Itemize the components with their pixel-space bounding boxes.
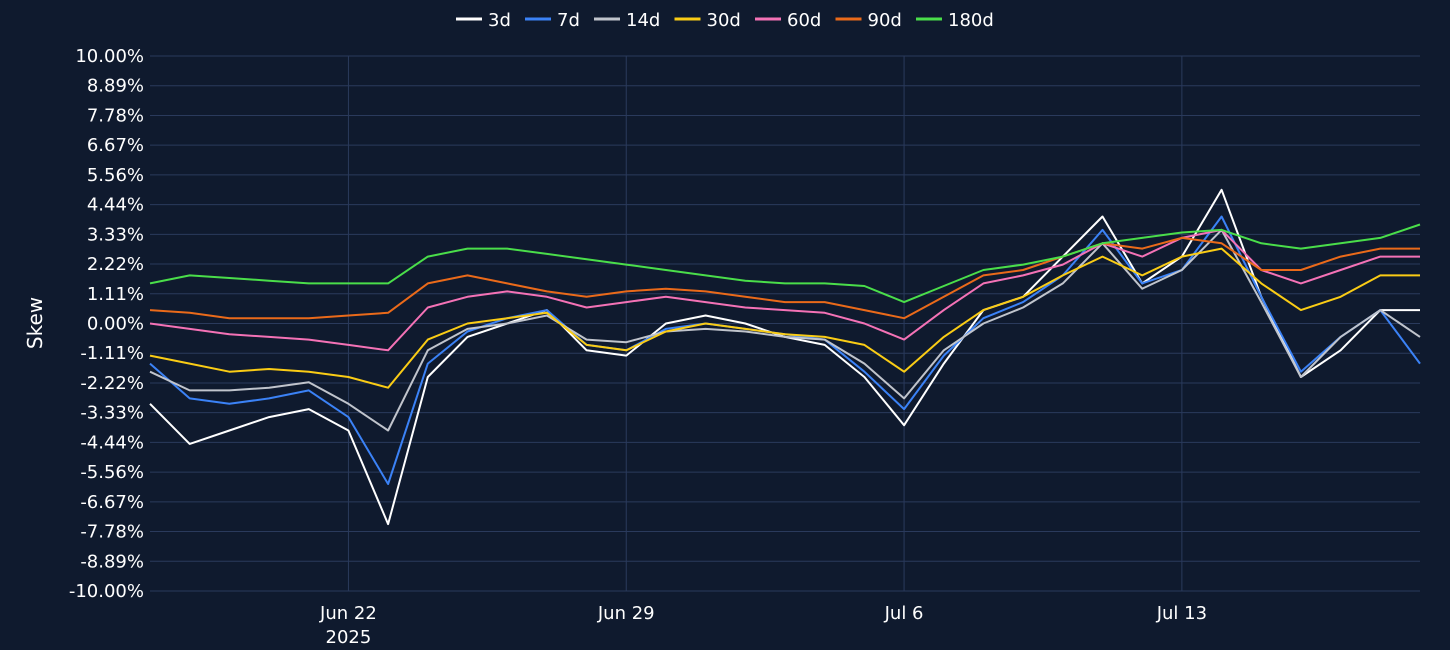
series-line-180d: [149, 223, 1421, 304]
y-tick-label: 3.33%: [87, 224, 144, 245]
y-tick-label: 8.89%: [87, 76, 144, 97]
y-tick-label: -3.33%: [80, 403, 144, 424]
x-tick-label: Jun 29: [597, 603, 655, 624]
y-tick-label: -1.11%: [80, 343, 144, 364]
legend-label: 3d: [488, 10, 511, 31]
legend-item-60d[interactable]: 60d: [755, 10, 821, 31]
legend-item-30d[interactable]: 30d: [674, 10, 741, 31]
legend-item-3d[interactable]: 3d: [456, 10, 511, 31]
y-tick-label: 7.78%: [87, 105, 144, 126]
legend-item-90d[interactable]: 90d: [835, 10, 902, 31]
series-line-14d: [149, 228, 1421, 432]
y-tick-label: -8.89%: [80, 551, 144, 572]
x-tick-label: Jul 13: [1156, 603, 1207, 624]
y-tick-label: -6.67%: [80, 492, 144, 513]
y-tick-label: -10.00%: [69, 581, 144, 602]
y-tick-label: 6.67%: [87, 135, 144, 156]
series-lines: [149, 188, 1421, 526]
legend-item-180d[interactable]: 180d: [916, 10, 994, 31]
series-line-90d: [149, 236, 1420, 320]
y-axis-ticks: 10.00% 8.89% 7.78% 6.67% 5.56% 4.44% 3.33% 2.22…: [69, 46, 144, 602]
legend-label: 90d: [868, 10, 902, 31]
x-tick-label: Jun 22: [319, 603, 377, 624]
y-tick-label: 0.00%: [87, 314, 144, 335]
x-tick-label: Jul 6: [884, 603, 924, 624]
y-tick-label: -7.78%: [80, 522, 144, 543]
legend-label: 30d: [707, 10, 741, 31]
legend-label: 14d: [626, 10, 660, 31]
series-line-30d: [149, 247, 1420, 389]
legend: 3d 7d 14d 30d 60d 90d 180d: [456, 10, 994, 31]
series-line-60d: [149, 228, 1420, 352]
y-tick-label: 2.22%: [87, 254, 144, 275]
legend-label: 180d: [948, 10, 994, 31]
y-tick-label: -5.56%: [80, 462, 144, 483]
y-tick-label: 1.11%: [87, 284, 144, 305]
y-axis-title: Skew: [23, 297, 47, 349]
x-tick-sublabel: 2025: [326, 627, 372, 648]
y-tick-label: 5.56%: [87, 165, 144, 186]
legend-item-14d[interactable]: 14d: [594, 10, 660, 31]
y-tick-label: -2.22%: [80, 373, 144, 394]
y-tick-label: -4.44%: [80, 432, 144, 453]
legend-item-7d[interactable]: 7d: [525, 10, 580, 31]
grid-lines: [150, 55, 1420, 592]
legend-label: 60d: [787, 10, 821, 31]
y-tick-label: 4.44%: [87, 195, 144, 216]
y-tick-label: 10.00%: [75, 46, 144, 67]
x-axis-ticks: Jun 22 2025 Jun 29 Jul 6 Jul 13: [319, 603, 1207, 648]
legend-label: 7d: [557, 10, 580, 31]
